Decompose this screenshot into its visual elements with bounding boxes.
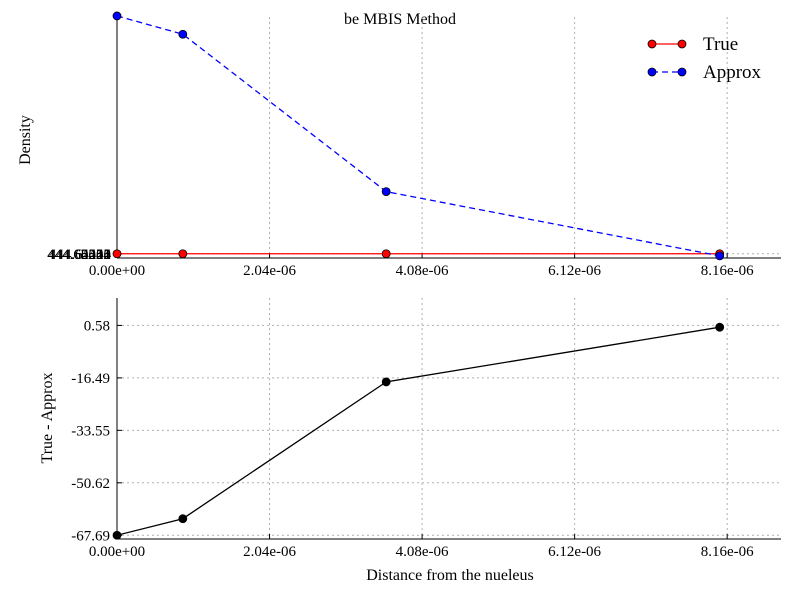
x-tick-label: 4.08e-06 bbox=[396, 544, 449, 560]
data-point bbox=[179, 30, 187, 38]
legend-item-true: True bbox=[648, 34, 738, 55]
x-tick-label: 0.00e+00 bbox=[89, 544, 145, 560]
x-tick-label: 2.04e-06 bbox=[243, 544, 296, 560]
difference-grid bbox=[117, 298, 781, 539]
data-point bbox=[382, 250, 390, 258]
legend-marker bbox=[648, 40, 656, 48]
y-tick-label: -50.62 bbox=[71, 476, 110, 492]
series-line bbox=[117, 327, 720, 535]
legend-label: True bbox=[703, 34, 738, 55]
legend-label: Approx bbox=[703, 62, 762, 83]
density-y-axis-label: Density bbox=[17, 115, 34, 165]
x-tick-label: 6.12e-06 bbox=[548, 263, 601, 279]
x-tick-label: 6.12e-06 bbox=[548, 544, 601, 560]
data-point bbox=[179, 250, 187, 258]
x-tick-label: 4.08e-06 bbox=[396, 263, 449, 279]
data-point bbox=[382, 188, 390, 196]
series-approx bbox=[113, 12, 724, 260]
series-line bbox=[117, 16, 720, 256]
y-tick-label: -33.55 bbox=[71, 423, 110, 439]
data-point bbox=[716, 252, 724, 260]
y-tick-label: -16.49 bbox=[71, 371, 110, 387]
x-axis-label: Distance from the nueleus bbox=[366, 567, 534, 584]
difference-plot: 0.00e+00 2.04e-06 4.08e-06 6.12e-06 8.16e-06… bbox=[39, 298, 781, 560]
difference-axes bbox=[117, 298, 781, 539]
x-tick-label: 0.00e+00 bbox=[89, 263, 145, 279]
difference-y-ticks: 0.58 -16.49 -33.55 -50.62 -67.69 bbox=[71, 318, 122, 544]
difference-x-ticks: 0.00e+00 2.04e-06 4.08e-06 6.12e-06 8.16e-06 bbox=[89, 534, 754, 560]
density-y-ticks: 444.60000444.61111444.62222444.63333444.… bbox=[47, 247, 122, 263]
series-true bbox=[113, 250, 724, 258]
density-plot: 0.00e+00 2.04e-06 4.08e-06 6.12e-06 8.16e-06… bbox=[17, 12, 781, 279]
chart-title: be MBIS Method bbox=[344, 11, 456, 28]
data-point bbox=[382, 378, 390, 386]
legend-item-approx: Approx bbox=[648, 62, 762, 83]
data-point bbox=[113, 12, 121, 20]
data-point bbox=[716, 323, 724, 331]
data-point bbox=[113, 531, 121, 539]
difference-series bbox=[113, 323, 724, 539]
y-tick-label: 0.58 bbox=[84, 318, 110, 334]
density-axes bbox=[117, 17, 781, 258]
y-tick-label: -67.69 bbox=[71, 528, 110, 544]
x-tick-label: 8.16e-06 bbox=[701, 544, 754, 560]
series-diff bbox=[113, 323, 724, 539]
density-series bbox=[113, 12, 724, 260]
x-tick-label: 2.04e-06 bbox=[243, 263, 296, 279]
data-point bbox=[179, 515, 187, 523]
legend-marker bbox=[648, 68, 656, 76]
difference-y-axis-label: True - Approx bbox=[39, 373, 56, 464]
density-grid bbox=[117, 17, 781, 258]
x-tick-label: 8.16e-06 bbox=[701, 263, 754, 279]
y-tick-label: 444.65555 bbox=[47, 247, 111, 263]
data-point bbox=[113, 250, 121, 258]
density-x-ticks: 0.00e+00 2.04e-06 4.08e-06 6.12e-06 8.16e-06 bbox=[89, 253, 754, 279]
legend-marker bbox=[678, 40, 686, 48]
legend-marker bbox=[678, 68, 686, 76]
legend: True Approx bbox=[648, 34, 762, 83]
